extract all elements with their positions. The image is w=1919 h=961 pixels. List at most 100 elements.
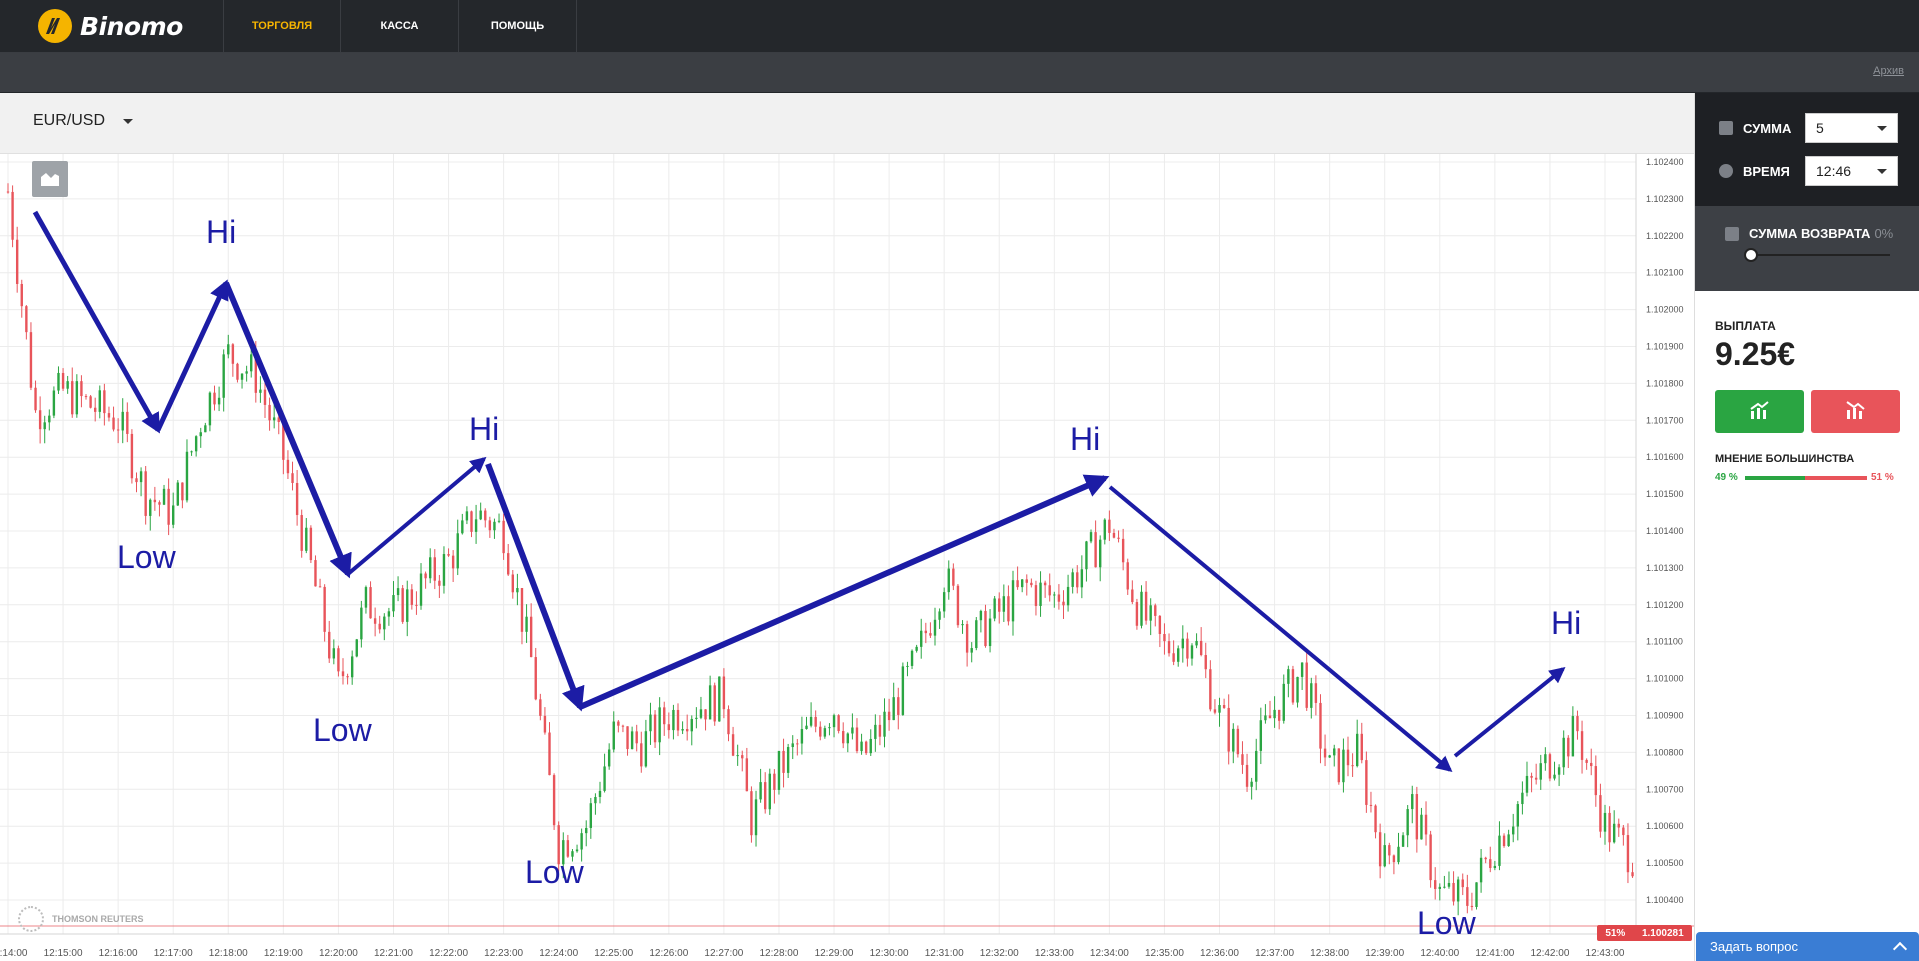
candle bbox=[1131, 589, 1134, 603]
candle bbox=[373, 618, 377, 624]
candle bbox=[1186, 638, 1189, 659]
candle bbox=[681, 729, 684, 731]
candle bbox=[1149, 605, 1152, 621]
candle bbox=[819, 726, 822, 737]
time-select[interactable]: 12:46 bbox=[1805, 156, 1898, 186]
candle bbox=[1355, 733, 1359, 767]
candle bbox=[1071, 572, 1074, 587]
x-tick-label: 12:38:00 bbox=[1310, 948, 1349, 959]
tab-cashier[interactable]: КАССА bbox=[340, 0, 458, 52]
candle bbox=[250, 354, 253, 372]
candle bbox=[1135, 602, 1139, 626]
tab-trading[interactable]: ТОРГОВЛЯ bbox=[223, 0, 340, 52]
reuters-watermark: THOMSON REUTERS bbox=[18, 906, 144, 932]
candle bbox=[1264, 715, 1267, 721]
candle bbox=[929, 633, 932, 636]
y-tick-label: 1.101600 bbox=[1646, 452, 1684, 462]
price-chart[interactable]: 1.102400 1.102300 1.102200 1.102100 1.102000… bbox=[0, 154, 1694, 961]
y-tick-label: 1.100900 bbox=[1646, 711, 1684, 721]
archive-link[interactable]: Архив bbox=[1873, 65, 1904, 77]
x-tick-label: 12:20:00 bbox=[319, 948, 358, 959]
asset-selector[interactable]: EUR/USD bbox=[33, 112, 134, 130]
candle bbox=[149, 499, 152, 516]
majority-bar bbox=[1745, 476, 1867, 480]
logo[interactable]: Binomo bbox=[38, 9, 183, 43]
refund-slider[interactable] bbox=[1744, 248, 1890, 262]
candle bbox=[1406, 809, 1409, 836]
candle bbox=[1245, 764, 1249, 787]
candle bbox=[887, 711, 891, 721]
candle bbox=[112, 417, 115, 430]
tab-help[interactable]: ПОМОЩЬ bbox=[458, 0, 577, 52]
y-tick-label: 1.102300 bbox=[1646, 194, 1684, 204]
trend-arrow bbox=[155, 279, 229, 432]
reuters-text: THOMSON REUTERS bbox=[52, 914, 144, 924]
x-tick-label: 12:33:00 bbox=[1035, 948, 1074, 959]
candle bbox=[282, 421, 285, 460]
candle bbox=[1631, 872, 1634, 877]
candle bbox=[364, 587, 368, 608]
candle bbox=[350, 656, 354, 678]
annotation-hi: Hi bbox=[469, 411, 500, 447]
candle bbox=[901, 666, 905, 715]
candle bbox=[1479, 857, 1483, 883]
candle bbox=[181, 482, 184, 501]
candle bbox=[93, 407, 97, 412]
candle bbox=[1585, 759, 1588, 763]
candle bbox=[1158, 615, 1162, 635]
candle bbox=[1438, 886, 1441, 889]
candle bbox=[649, 714, 652, 732]
candle bbox=[1227, 707, 1230, 752]
put-down-button[interactable] bbox=[1811, 390, 1900, 433]
y-tick-label: 1.102200 bbox=[1646, 231, 1684, 241]
candle bbox=[1103, 519, 1106, 540]
slider-handle[interactable] bbox=[1744, 248, 1758, 262]
candle bbox=[162, 488, 166, 505]
candle bbox=[933, 619, 937, 636]
x-tick-label: 12:16:00 bbox=[99, 948, 138, 959]
ask-question-button[interactable]: Задать вопрос bbox=[1696, 932, 1919, 961]
candle bbox=[837, 715, 840, 732]
candle bbox=[585, 827, 588, 834]
trend-arrow bbox=[1453, 666, 1566, 758]
chart-type-button[interactable] bbox=[32, 161, 68, 197]
candle bbox=[1282, 683, 1285, 721]
candle bbox=[153, 499, 157, 503]
candle bbox=[1424, 814, 1428, 835]
candle bbox=[20, 283, 23, 307]
candle bbox=[883, 711, 886, 737]
amount-value: 5 bbox=[1816, 120, 1824, 136]
x-tick-label: 12:29:00 bbox=[815, 948, 854, 959]
candle bbox=[1415, 794, 1419, 840]
candle bbox=[1163, 634, 1166, 642]
candle bbox=[892, 697, 895, 721]
candle bbox=[768, 773, 771, 810]
x-tick-label: 12:37:00 bbox=[1255, 948, 1294, 959]
candle bbox=[548, 732, 551, 776]
x-tick-label: 12:14:00 bbox=[0, 948, 28, 959]
call-up-button[interactable] bbox=[1715, 390, 1804, 433]
candle bbox=[552, 775, 556, 826]
chart-down-icon bbox=[1846, 401, 1865, 419]
x-tick-label: 12:31:00 bbox=[925, 948, 964, 959]
candle bbox=[43, 422, 46, 430]
candle bbox=[1461, 879, 1464, 888]
candle bbox=[1466, 887, 1469, 906]
candle bbox=[832, 715, 836, 728]
candle bbox=[1062, 601, 1065, 606]
candle bbox=[589, 803, 593, 828]
candle bbox=[254, 354, 258, 393]
y-tick-label: 1.100700 bbox=[1646, 784, 1684, 794]
amount-select[interactable]: 5 bbox=[1805, 113, 1898, 143]
candle bbox=[727, 709, 730, 735]
candle bbox=[855, 727, 859, 752]
candle bbox=[1016, 580, 1019, 588]
candle bbox=[704, 709, 707, 720]
candle bbox=[217, 397, 221, 405]
candle bbox=[1310, 683, 1313, 708]
reuters-logo-icon bbox=[18, 906, 44, 932]
amount-row: СУММА 5 bbox=[1719, 113, 1898, 143]
trend-arrow bbox=[346, 456, 487, 576]
candle bbox=[685, 729, 689, 732]
candle bbox=[6, 191, 10, 193]
